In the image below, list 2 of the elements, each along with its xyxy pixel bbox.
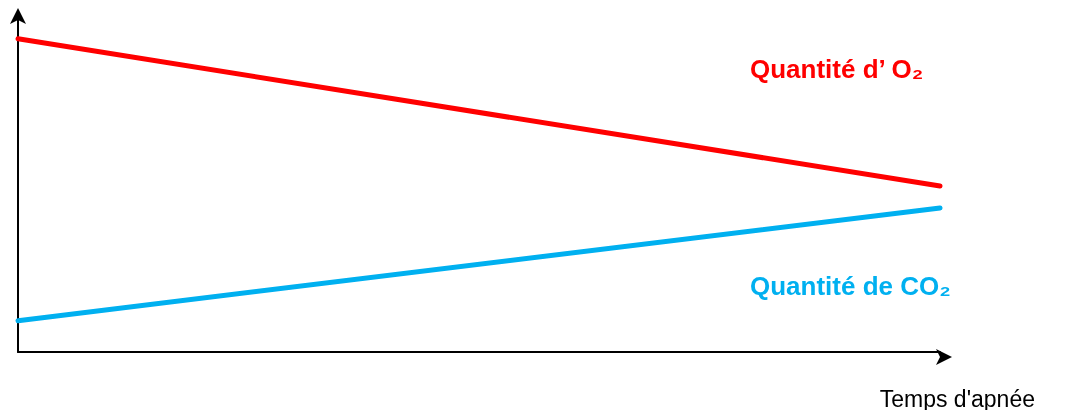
text: Quantité d’ O₂: [750, 54, 924, 84]
series-label: Quantité de CO₂: [750, 270, 951, 301]
